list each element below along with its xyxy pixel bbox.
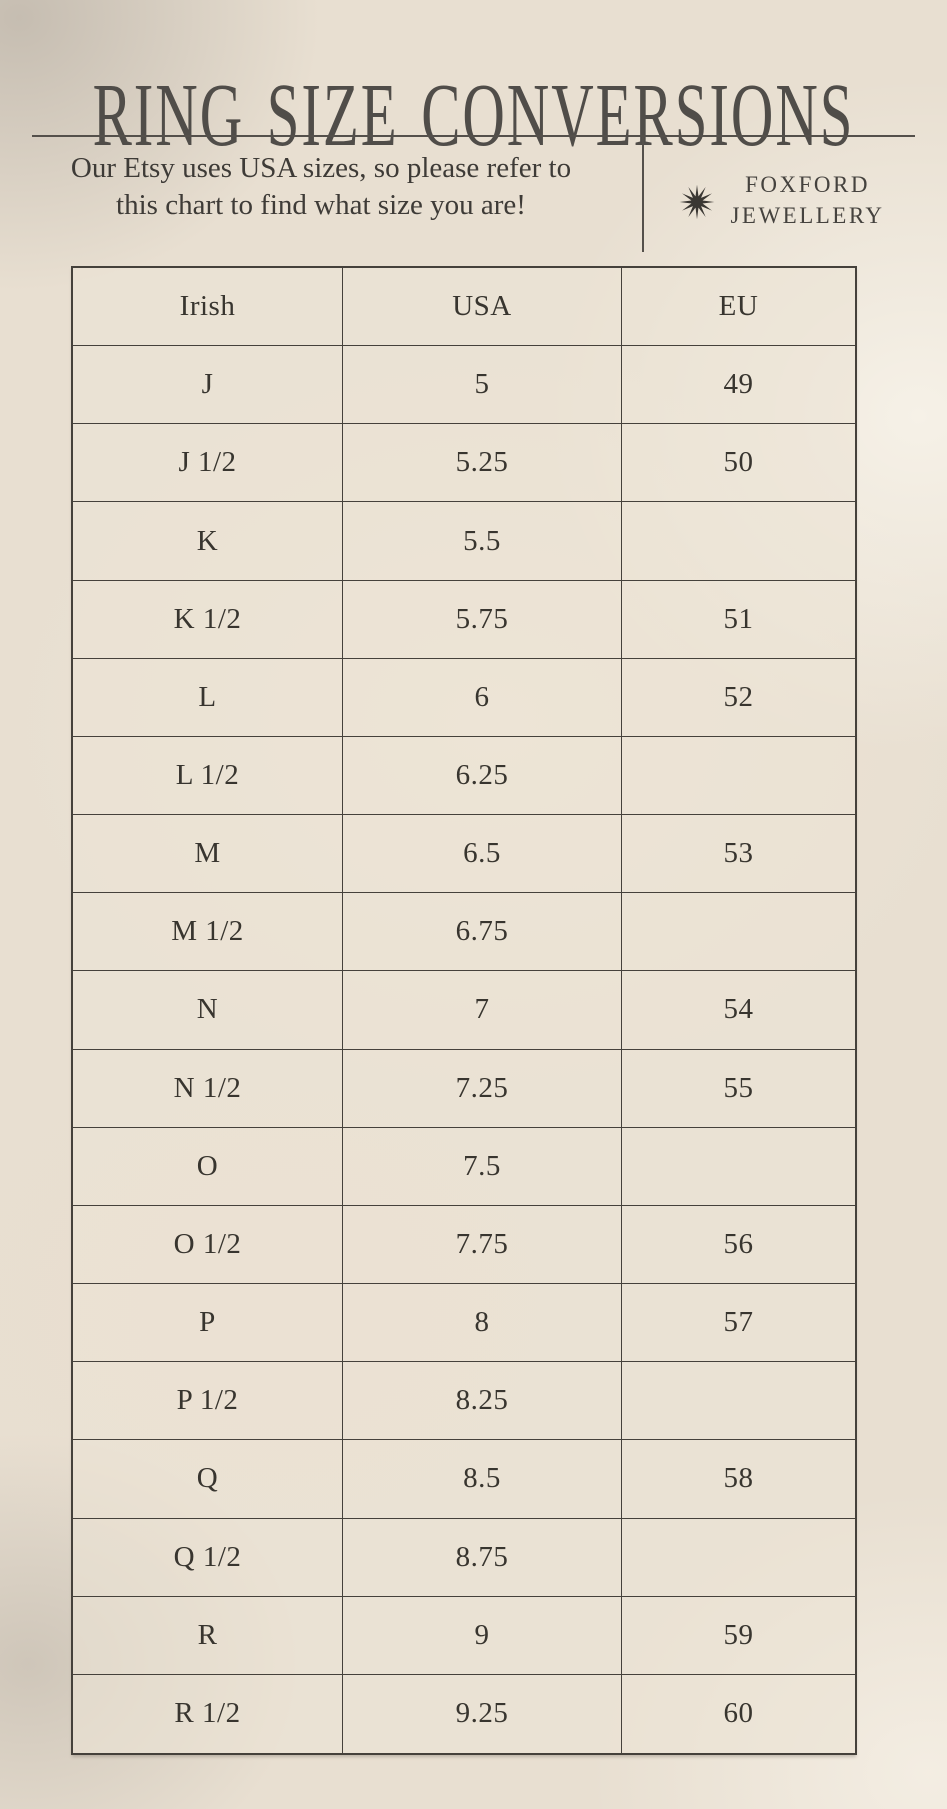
table-cell: 49 xyxy=(622,346,855,425)
header-cell-eu: EU xyxy=(622,268,855,347)
table-cell xyxy=(622,1128,855,1206)
table-cell xyxy=(622,1362,855,1441)
brand-name: FOXFORD JEWELLERY xyxy=(730,169,884,231)
table-cell xyxy=(622,502,855,581)
page-title: RING SIZE CONVERSIONS xyxy=(92,65,855,165)
table-cell: L 1/2 xyxy=(73,736,343,816)
table-cell: 8.75 xyxy=(343,1518,622,1597)
table-cell: 5 xyxy=(343,346,622,425)
subtitle-line-1: Our Etsy uses USA sizes, so please refer… xyxy=(70,152,572,184)
table-cell: P 1/2 xyxy=(73,1362,343,1441)
header-cell-irish: Irish xyxy=(73,268,343,347)
table-cell: N xyxy=(73,971,343,1050)
table-cell: 9.25 xyxy=(343,1674,622,1753)
table-cell: J xyxy=(73,346,343,425)
table-cell: 6.25 xyxy=(343,736,622,816)
table-cell: J 1/2 xyxy=(73,424,343,503)
table-cell xyxy=(622,893,855,972)
table-cell xyxy=(622,1519,855,1597)
brand-name-line-1: FOXFORD xyxy=(745,172,870,197)
table-cell: 54 xyxy=(622,971,855,1050)
table-cell: 55 xyxy=(622,1050,855,1128)
table-cell: 60 xyxy=(723,1697,754,1730)
brand-logo: FOXFORD JEWELLERY xyxy=(644,157,920,243)
table-cell: L xyxy=(73,658,343,737)
table-cell: M xyxy=(73,815,343,894)
table-cell: O xyxy=(73,1127,343,1206)
table-cell: 5.75 xyxy=(343,580,622,659)
table-cell: 5.25 xyxy=(343,424,622,503)
table-cell: 6 xyxy=(343,658,622,737)
table-cell: 6.5 xyxy=(343,815,622,894)
table-cell xyxy=(622,737,855,816)
subtitle-line-2: this chart to find what size you are! xyxy=(116,189,526,221)
table-cell: K 1/2 xyxy=(73,580,343,659)
table-cell: 5.5 xyxy=(343,502,622,581)
table-cell: 7 xyxy=(343,971,622,1050)
conversion-table: Irish USA EU J 5 49 J 1/2 5.25 50 K 5.5 K 1/2 5.75 51… xyxy=(71,266,857,1755)
header-divider xyxy=(642,137,644,252)
header-cell-usa: USA xyxy=(343,268,622,347)
table-cell: 53 xyxy=(622,815,855,894)
title-underline xyxy=(32,135,915,137)
starburst-icon xyxy=(679,184,715,220)
table-cell: 8.25 xyxy=(343,1362,622,1441)
subtitle: Our Etsy uses USA sizes, so please refer… xyxy=(0,150,642,224)
table-cell: 59 xyxy=(622,1597,855,1675)
table-cell: N 1/2 xyxy=(73,1049,343,1128)
table-cell: 56 xyxy=(622,1206,855,1285)
table-cell: 8 xyxy=(343,1284,622,1363)
table-cell: 9 xyxy=(343,1596,622,1675)
table-cell: R 1/2 xyxy=(73,1674,343,1753)
brand-name-line-2: JEWELLERY xyxy=(730,203,885,228)
table-cell: R xyxy=(73,1596,343,1675)
table-cell: O 1/2 xyxy=(73,1205,343,1285)
table-cell: K xyxy=(73,502,343,581)
table-cell: 51 xyxy=(622,581,855,659)
table-cell: Q xyxy=(73,1440,343,1519)
table-cell: 52 xyxy=(622,659,855,737)
table-cell: 6.75 xyxy=(343,893,622,972)
table-cell: M 1/2 xyxy=(73,893,343,972)
table-cell: 50 xyxy=(622,424,855,503)
table-cell: 8.5 xyxy=(343,1440,622,1519)
table-cell: 57 xyxy=(622,1284,855,1363)
table-cell: Q 1/2 xyxy=(73,1518,343,1597)
table-cell: 7.75 xyxy=(343,1205,622,1285)
table-cell: P xyxy=(73,1284,343,1363)
table-cell: 58 xyxy=(622,1440,855,1519)
table-cell: 7.25 xyxy=(343,1049,622,1128)
table-cell: 7.5 xyxy=(343,1127,622,1206)
